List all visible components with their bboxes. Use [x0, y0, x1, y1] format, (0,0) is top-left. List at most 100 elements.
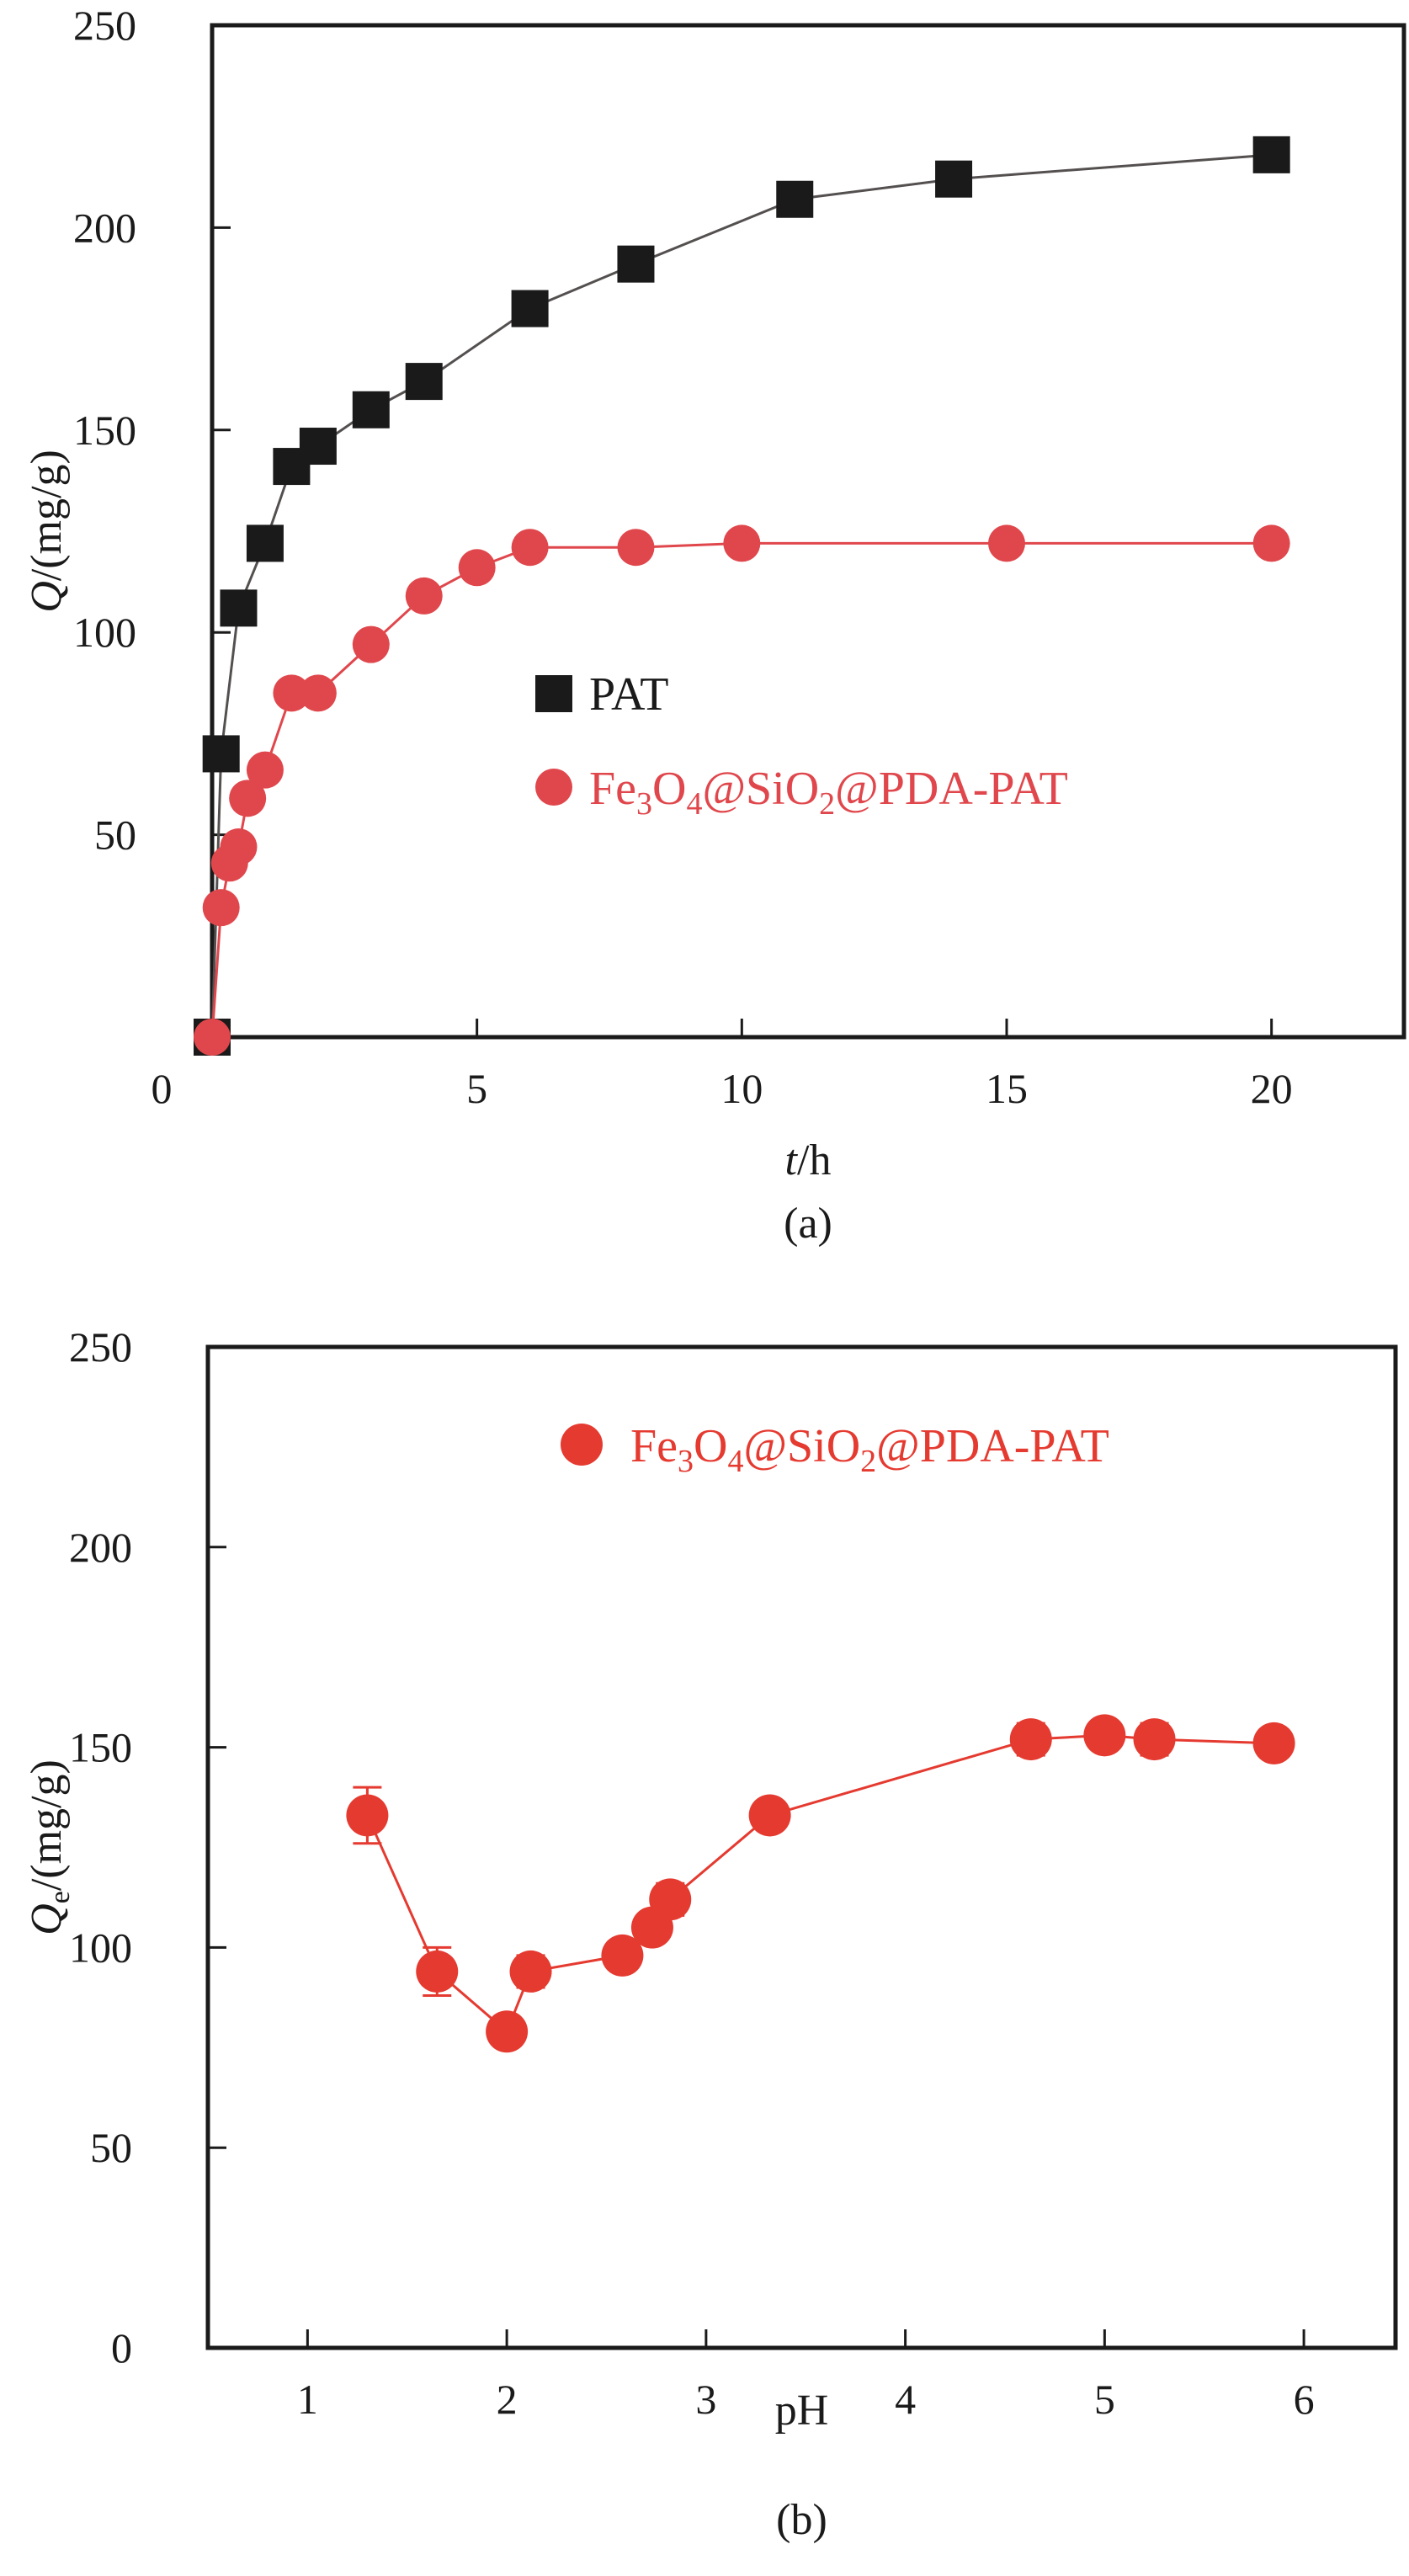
legend-label-part: @PDA-PAT [835, 763, 1068, 815]
x-tick-label: 5 [466, 1065, 487, 1112]
panel-label: (b) [776, 2496, 827, 2544]
data-point-square [220, 589, 258, 627]
y-tick-label: 100 [73, 609, 136, 656]
legend-item: Fe3O4@SiO2@PDA-PAT [535, 763, 1068, 822]
legend-label-part: @PDA-PAT [876, 1420, 1109, 1472]
data-point-square [246, 524, 284, 562]
data-point-circle [748, 1794, 791, 1837]
data-point-circle [486, 2010, 529, 2053]
y-tick-label: 50 [90, 2124, 132, 2171]
y-tick-label: 200 [69, 1524, 132, 1571]
y-axis-title-sub: e [45, 1891, 76, 1903]
data-point-square [776, 180, 814, 218]
data-point-square [935, 160, 973, 198]
y-tick-label: 150 [73, 407, 136, 454]
legend-label-part: O [694, 1420, 727, 1472]
x-axis-title-var: t [785, 1136, 799, 1184]
series-1 [194, 524, 1290, 1056]
series-0 [194, 136, 1290, 1056]
x-tick-label: 5 [1094, 2376, 1115, 2423]
legend-label-part: Fe [589, 763, 636, 815]
data-point-circle [1133, 1718, 1176, 1761]
legend-label-subscript: 3 [636, 786, 652, 822]
data-point-circle [194, 1019, 231, 1056]
data-point-circle [346, 1794, 389, 1837]
y-axis-title-var: Q [23, 1903, 71, 1935]
y-tick-label: 250 [73, 2, 136, 49]
data-point-circle [273, 674, 311, 712]
data-point-circle [352, 625, 390, 663]
data-point-circle [1083, 1714, 1126, 1757]
plot-frame [210, 23, 1406, 1040]
legend-label-subscript: 4 [686, 786, 702, 822]
x-tick-label: 10 [720, 1065, 763, 1112]
y-tick-label: 200 [73, 204, 136, 251]
legend-label-part: @SiO [743, 1420, 860, 1472]
y-tick-label: 150 [69, 1724, 132, 1771]
x-tick-label: 4 [895, 2376, 916, 2423]
legend-label-subscript: 2 [860, 1444, 876, 1479]
data-point-circle [416, 1950, 459, 1993]
chart-a: 0 5 10 15 20 50 100 150 200 250 t/h (a) Q/(mg/g) PAT F… [23, 2, 1406, 1248]
data-point-square [299, 428, 337, 466]
chart-b: 1 2 3 4 5 6050100150200250pH(b)Qe/(mg/g)Fe3O4… [23, 1323, 1398, 2544]
data-point-square [202, 735, 240, 773]
data-point-circle [405, 577, 443, 615]
series-line [366, 1733, 1274, 2034]
data-point-circle [509, 1950, 552, 1993]
y-tick-label: 250 [69, 1323, 132, 1370]
data-point-circle [220, 828, 258, 866]
legend-label: PAT [589, 668, 668, 721]
legend-circle-icon [561, 1424, 603, 1466]
data-point-square [1252, 136, 1290, 173]
data-point-circle [202, 889, 240, 927]
series-0 [346, 1714, 1295, 2053]
data-point-circle [511, 529, 549, 567]
y-axis-title-var: Q [23, 581, 71, 613]
x-tick-label: 3 [695, 2376, 716, 2423]
x-axis-title: t/h [785, 1136, 832, 1184]
x-tick-label: 15 [986, 1065, 1028, 1112]
data-point-square [352, 391, 390, 428]
legend-label: Fe3O4@SiO2@PDA-PAT [630, 1420, 1109, 1479]
data-point-circle [1009, 1718, 1052, 1761]
legend-label: Fe3O4@SiO2@PDA-PAT [589, 763, 1068, 822]
data-point-circle [988, 524, 1025, 562]
data-point-circle [458, 549, 496, 587]
x-tick-label: 6 [1294, 2376, 1315, 2423]
y-axis-title: Q/(mg/g) [23, 450, 71, 613]
x-tick-label: 0 [152, 1065, 173, 1112]
x-tick-label: 2 [497, 2376, 518, 2423]
x-axis-title-unit: /h [797, 1136, 831, 1184]
y-tick-label: 50 [94, 812, 136, 859]
data-point-circle [723, 524, 761, 562]
legend-label-part: O [652, 763, 686, 815]
legend-label-part: @SiO [702, 763, 819, 815]
data-point-circle [601, 1934, 644, 1977]
data-point-circle [1252, 524, 1290, 562]
legend-label-part: Fe [630, 1420, 678, 1472]
data-point-circle [246, 751, 284, 789]
x-tick-label: 20 [1251, 1065, 1293, 1112]
data-point-circle [299, 674, 337, 712]
y-tick-label: 0 [111, 2324, 132, 2371]
data-point-square [405, 363, 443, 401]
data-point-circle [229, 780, 267, 817]
legend-circle-icon [535, 769, 572, 806]
x-tick-label: 1 [297, 2376, 318, 2423]
y-axis-title: Qe/(mg/g) [23, 1759, 76, 1935]
series-line [210, 153, 1272, 1038]
plot-frame [205, 1344, 1398, 2350]
data-point-circle [649, 1878, 692, 1921]
data-point-circle [617, 529, 655, 567]
legend-label-subscript: 4 [727, 1444, 743, 1479]
panel-label: (a) [784, 1200, 832, 1248]
y-tick-label: 100 [69, 1924, 132, 1971]
y-axis-title-unit: /(mg/g) [23, 1759, 71, 1891]
data-point-circle [1252, 1722, 1295, 1764]
x-axis-title-text: pH [775, 2387, 829, 2435]
y-axis-title-unit: /(mg/g) [23, 450, 71, 581]
legend-item: Fe3O4@SiO2@PDA-PAT [561, 1420, 1109, 1479]
data-point-square [617, 245, 655, 283]
